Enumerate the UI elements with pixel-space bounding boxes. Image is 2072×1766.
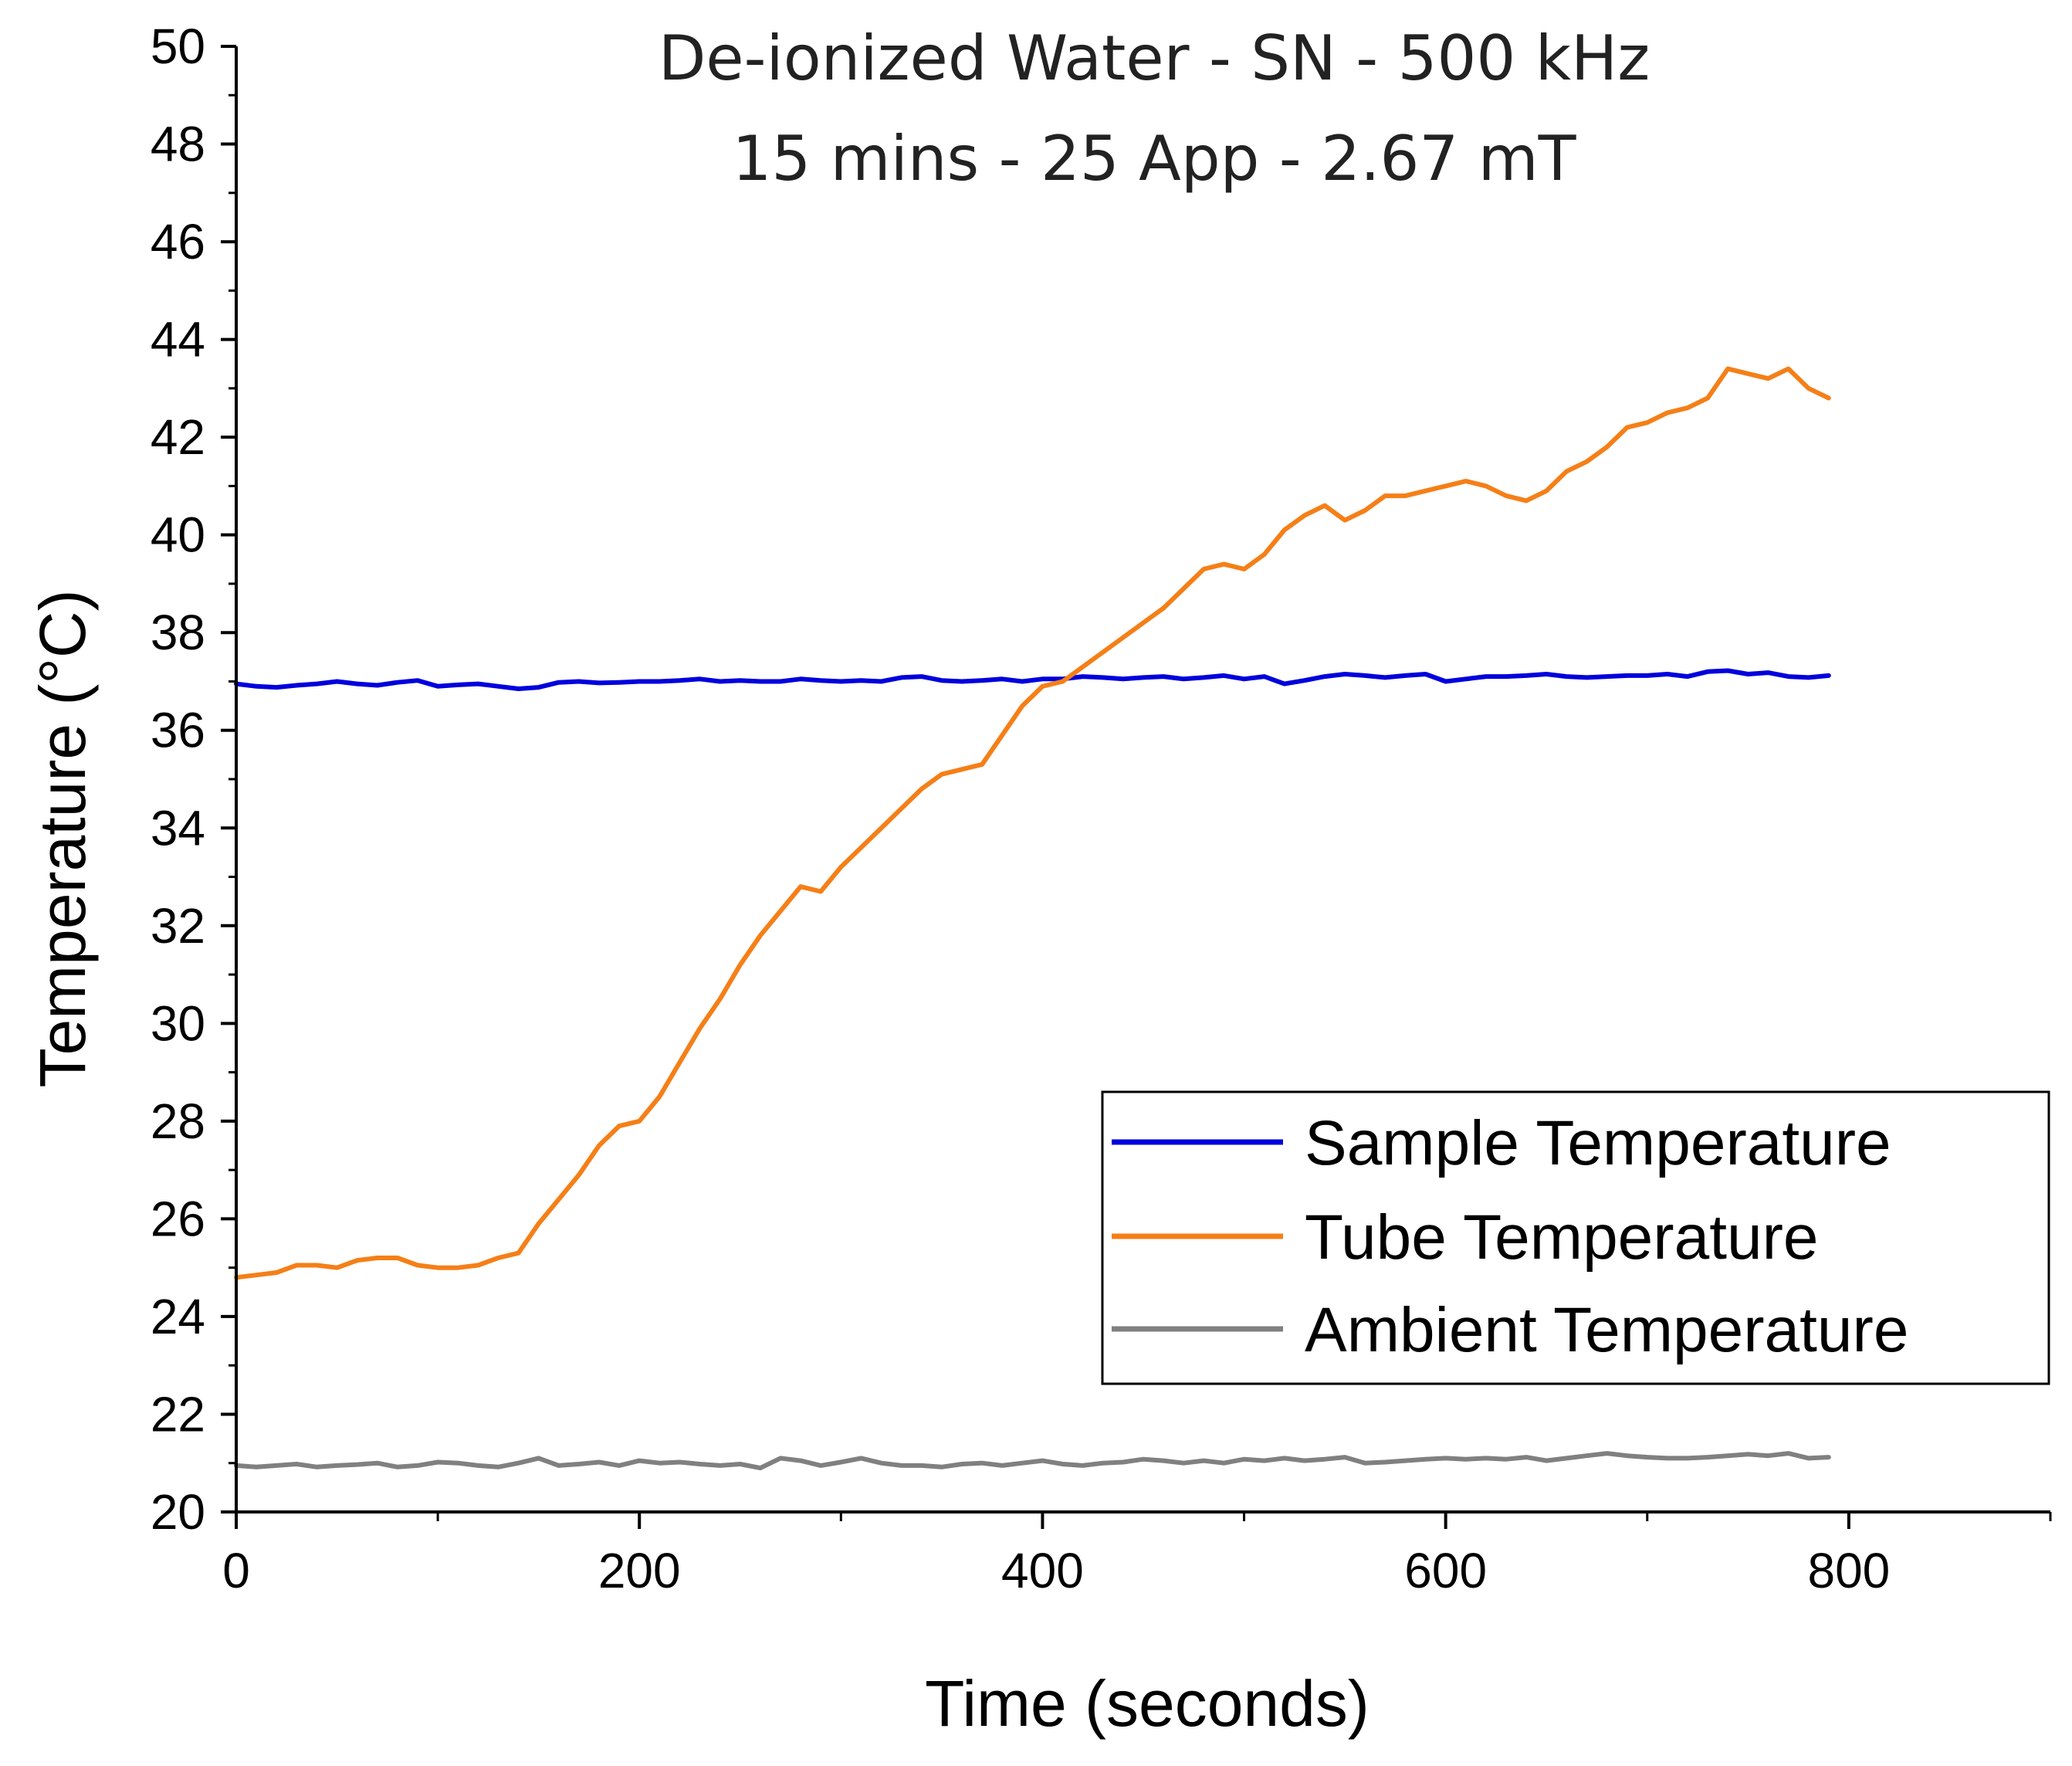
y-tick-label: 24	[151, 1289, 205, 1344]
x-tick-label: 400	[1001, 1543, 1084, 1598]
y-tick-label: 42	[151, 409, 205, 465]
x-tick-label: 600	[1404, 1543, 1487, 1598]
legend: Sample Temperature Tube Temperature Ambi…	[1101, 1090, 2050, 1385]
y-tick-label: 50	[151, 19, 205, 74]
x-tick-label: 200	[598, 1543, 681, 1598]
y-tick-label: 36	[151, 703, 205, 758]
axes: 20 22 24 26 28 30 32 34 36 38 40 42 44 46 48 50 0 200 400 6…	[151, 19, 2052, 1598]
legend-label-ambient: Ambient Temperature	[1305, 1295, 1908, 1365]
y-tick-label: 46	[151, 214, 205, 269]
y-tick-label: 30	[151, 995, 205, 1051]
y-tick-label: 40	[151, 507, 205, 563]
y-tick-label: 44	[151, 312, 205, 368]
x-tick-label: 800	[1807, 1543, 1890, 1598]
y-tick-label: 32	[151, 898, 205, 954]
y-axis-title: Temperature (°C)	[26, 589, 99, 1087]
y-tick-label: 48	[151, 117, 205, 172]
series-line-ambient-temperature	[234, 1451, 1831, 1471]
y-tick-label: 28	[151, 1093, 205, 1149]
chart-title-line-2: 15 mins - 25 App - 2.67 mT	[732, 123, 1576, 195]
y-tick-label: 38	[151, 605, 205, 660]
x-tick-label: 0	[222, 1543, 250, 1598]
legend-label-tube: Tube Temperature	[1305, 1202, 1819, 1273]
y-tick-label: 22	[151, 1386, 205, 1442]
series-line-tube-temperature	[234, 366, 1831, 1280]
plot-lines	[234, 366, 1831, 1471]
legend-label-sample: Sample Temperature	[1305, 1108, 1891, 1178]
x-axis-title: Time (seconds)	[925, 1667, 1369, 1740]
y-tick-label: 20	[151, 1484, 205, 1540]
y-tick-label: 34	[151, 800, 205, 856]
chart-title-line-1: De-ionized Water - SN - 500 kHz	[659, 22, 1650, 94]
y-tick-label: 26	[151, 1191, 205, 1246]
series-line-sample-temperature	[234, 668, 1831, 691]
